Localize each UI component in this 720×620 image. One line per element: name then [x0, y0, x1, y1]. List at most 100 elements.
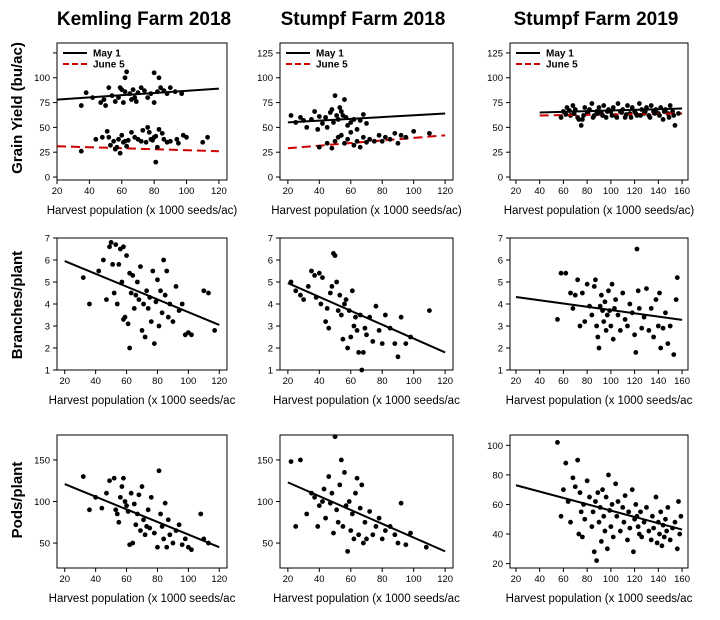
data-point — [582, 319, 588, 324]
data-point — [576, 531, 582, 537]
panel-p5: 20 40 60 80 100 120 140 160 1 2 3 4 5 6 7 Harvest popul… — [498, 234, 693, 408]
x-tick-label: 60 — [345, 186, 356, 197]
x-tick-label: 60 — [121, 376, 132, 387]
data-point — [109, 93, 115, 99]
data-point — [376, 515, 382, 521]
data-point — [644, 105, 649, 110]
data-point — [351, 117, 357, 122]
data-point — [625, 537, 630, 543]
data-point — [666, 115, 672, 120]
data-point — [340, 524, 346, 529]
x-tick-label: 140 — [650, 186, 666, 197]
data-point — [615, 101, 621, 106]
legend-label: May 1 — [316, 49, 344, 60]
data-point — [584, 281, 590, 287]
plot-frame — [56, 42, 228, 181]
data-point — [561, 487, 566, 493]
data-point — [614, 513, 620, 519]
data-point — [613, 297, 619, 302]
data-point — [634, 513, 640, 519]
data-point — [606, 472, 611, 478]
x-tick-label: 40 — [314, 574, 325, 585]
data-point — [360, 134, 366, 140]
data-point — [587, 494, 592, 500]
data-point — [356, 350, 362, 355]
fit-line-data — [64, 260, 220, 326]
data-point — [625, 103, 630, 108]
data-point — [162, 292, 168, 298]
data-point — [627, 525, 633, 531]
x-tick-label: 40 — [84, 186, 95, 197]
y-tick-label: 4 — [498, 300, 503, 311]
data-point — [343, 297, 349, 302]
data-point — [176, 308, 182, 313]
y-tick-label: 6 — [268, 256, 273, 267]
data-point — [345, 136, 351, 142]
data-point — [636, 101, 642, 106]
data-point — [315, 524, 321, 529]
x-tick-label: 20 — [59, 574, 70, 585]
data-point — [648, 103, 654, 108]
data-point — [114, 144, 120, 150]
data-point — [167, 85, 173, 91]
data-point — [362, 325, 368, 331]
x-tick-label: 20 — [59, 376, 70, 387]
data-point — [151, 70, 157, 76]
data-point — [591, 284, 597, 289]
data-point — [678, 513, 684, 519]
data-point — [153, 133, 159, 139]
data-point — [658, 105, 664, 110]
data-point — [288, 279, 294, 285]
data-point — [617, 328, 623, 333]
data-point — [370, 339, 376, 344]
data-point — [600, 308, 605, 313]
x-axis-label: Harvest population (x 1000 seeds/ac) — [504, 205, 695, 217]
data-point — [117, 150, 123, 156]
data-point — [367, 136, 373, 142]
fit-line-june-5 — [56, 145, 219, 153]
data-point — [147, 525, 153, 531]
data-point — [610, 105, 616, 110]
x-tick-label: 60 — [116, 186, 127, 197]
data-point — [318, 301, 324, 307]
data-point — [671, 352, 677, 357]
data-point — [288, 113, 294, 118]
data-point — [142, 532, 148, 538]
data-point — [120, 100, 126, 105]
y-tick-label: 125 — [487, 48, 503, 59]
y-tick-label: 0 — [45, 173, 50, 184]
data-point — [312, 494, 317, 500]
data-point — [677, 531, 683, 537]
x-tick-label: 100 — [406, 186, 422, 197]
data-point — [111, 290, 117, 296]
data-point — [148, 319, 154, 324]
data-point — [376, 328, 382, 333]
data-point — [312, 109, 317, 114]
panel-p0: 20 40 60 80 100 120 0 25 50 75 100 Harvest populati… — [34, 42, 237, 217]
data-point — [382, 528, 388, 533]
data-point — [342, 140, 347, 146]
data-point — [316, 144, 322, 150]
data-point — [125, 321, 131, 327]
data-point — [154, 144, 160, 150]
data-point — [332, 138, 338, 144]
data-point — [324, 306, 330, 311]
data-point — [661, 109, 667, 114]
plot-frame — [56, 434, 228, 569]
data-point — [331, 120, 336, 125]
data-point — [80, 275, 86, 280]
data-point — [93, 494, 99, 500]
data-point — [130, 540, 136, 546]
data-point — [145, 124, 151, 130]
x-axis-label: Harvest population (x 1000 seeds/ac — [506, 593, 693, 605]
panel-p4: 20 40 60 80 100 120 1 2 3 4 5 6 7 Harvest population … — [268, 234, 460, 408]
y-tick-label: 50 — [492, 123, 503, 134]
y-tick-label: 80 — [492, 470, 503, 481]
data-point — [323, 515, 329, 521]
data-point — [596, 345, 602, 351]
y-tick-label: 7 — [498, 234, 503, 245]
data-point — [349, 511, 355, 517]
data-point — [315, 126, 321, 132]
data-point — [298, 115, 303, 120]
